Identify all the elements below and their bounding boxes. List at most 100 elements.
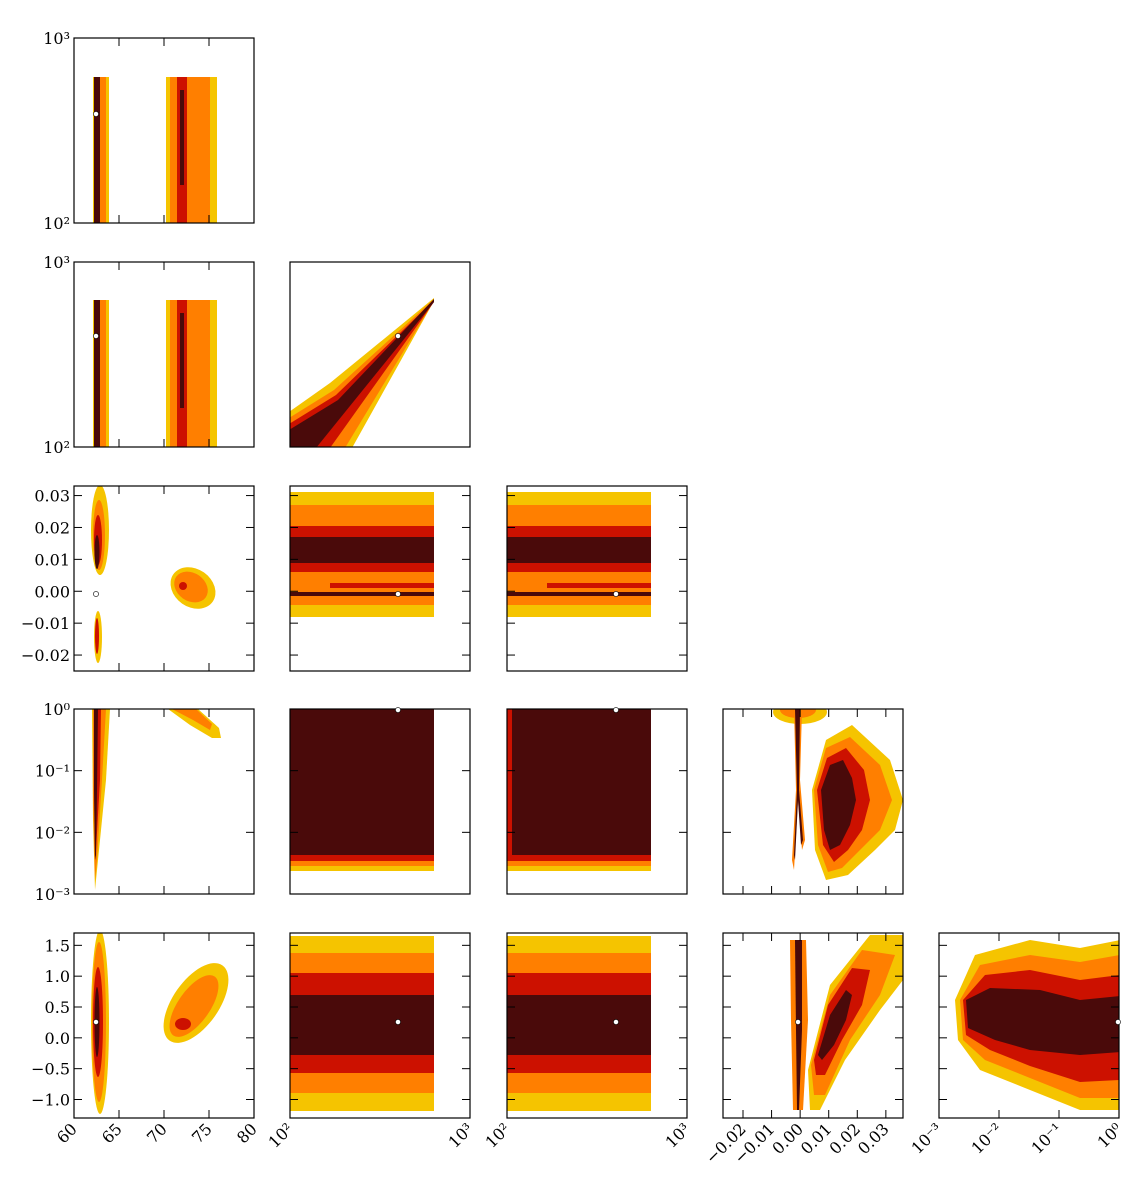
y-tick-label: 10² <box>43 214 70 233</box>
y-tick-label: 10³ <box>43 29 70 48</box>
density-region-l1 <box>818 990 852 1060</box>
y-tick-label: −0.02 <box>21 646 70 665</box>
y-tick-label: 10⁻² <box>35 823 70 842</box>
best-fit-point <box>613 591 619 597</box>
density-region-l1 <box>94 77 100 223</box>
frame-r3-c3 <box>722 708 904 895</box>
frame-r4-c2 <box>506 932 688 1119</box>
x-tick-label: 80 <box>233 1119 261 1147</box>
panel-r4-c0 <box>91 933 229 1114</box>
y-tick-label: 0.03 <box>34 487 70 506</box>
density-region-l1 <box>290 592 434 596</box>
frame-r4-c4 <box>938 932 1120 1119</box>
panel-r3-c2 <box>507 709 651 871</box>
density-region-l1 <box>290 299 434 447</box>
best-fit-point <box>395 1019 401 1025</box>
y-tick-label: 0.01 <box>34 550 70 569</box>
density-region-l1 <box>290 995 434 1055</box>
density-region-l1 <box>180 313 184 408</box>
frame-r4-c3 <box>722 932 904 1119</box>
frame-r3-c1 <box>289 708 471 895</box>
panel-r3-c1 <box>290 709 434 871</box>
x-tick-label: 10⁻³ <box>907 1119 945 1157</box>
best-fit-point <box>395 333 401 339</box>
best-fit-point <box>613 1019 619 1025</box>
frame-r1-c1 <box>289 261 471 448</box>
y-tick-label: 10⁻³ <box>35 885 70 904</box>
y-tick-label: 0.02 <box>34 518 70 537</box>
y-tick-label: 1.5 <box>45 936 70 955</box>
y-tick-label: −0.5 <box>31 1060 70 1079</box>
x-tick-label: 60 <box>53 1119 81 1147</box>
frame-r3-c2 <box>506 708 688 895</box>
density-region-l1 <box>507 592 651 596</box>
x-tick-label: 70 <box>143 1119 171 1147</box>
best-fit-point <box>395 707 401 713</box>
best-fit-point <box>93 111 99 117</box>
panel-r4-c2 <box>507 936 651 1111</box>
density-region-l4 <box>168 709 221 738</box>
x-tick-label: 0.03 <box>854 1119 893 1158</box>
panel-r3-c0 <box>92 709 221 890</box>
density-region-l1 <box>180 90 184 185</box>
density-region-l1 <box>94 709 98 860</box>
x-tick-label: 10³ <box>661 1119 693 1151</box>
x-tick-label: 65 <box>98 1119 126 1147</box>
x-tick-label: 0.00 <box>768 1119 807 1158</box>
x-tick-label: 10⁻¹ <box>1027 1119 1065 1157</box>
best-fit-point <box>795 1019 801 1025</box>
panel-r2-c0 <box>91 486 216 663</box>
panel-r3-c3 <box>773 709 903 880</box>
best-fit-point <box>613 707 619 713</box>
y-tick-label: 0.0 <box>45 1029 70 1048</box>
density-region-l1 <box>94 535 100 569</box>
y-tick-label: 10² <box>43 438 70 457</box>
frame-r4-c1 <box>289 932 471 1119</box>
density-region-l3 <box>170 77 210 223</box>
axis-ticks <box>73 37 1120 1118</box>
panel-r2-c2 <box>507 492 651 617</box>
y-tick-label: 10⁰ <box>43 700 70 719</box>
density-region-l2 <box>179 582 187 590</box>
x-tick-label: 10⁻² <box>967 1119 1005 1157</box>
density-region-l2 <box>175 1018 191 1030</box>
density-region-l1 <box>290 709 434 855</box>
panel-r2-c1 <box>290 492 434 617</box>
panel-r4-c3 <box>790 935 903 1110</box>
density-region-l1 <box>94 300 100 447</box>
frame-r2-c1 <box>289 485 471 672</box>
best-fit-point <box>93 1019 99 1025</box>
x-tick-label: 10² <box>264 1119 296 1151</box>
best-fit-point <box>395 591 401 597</box>
panel-r0-c0 <box>93 77 217 223</box>
density-region-l1 <box>795 940 802 1110</box>
y-tick-label: 10⁻¹ <box>35 762 70 781</box>
y-tick-label: −0.01 <box>21 614 70 633</box>
x-tick-label: 75 <box>188 1119 216 1147</box>
best-fit-point <box>93 333 99 339</box>
best-fit-markers <box>93 111 1121 1025</box>
panel-r4-c4 <box>955 940 1119 1110</box>
frame-r2-c2 <box>506 485 688 672</box>
y-tick-label: 1.0 <box>45 967 70 986</box>
density-region-l1 <box>512 709 651 855</box>
panel-r1-c1 <box>290 298 434 447</box>
density-region-l2 <box>547 583 651 588</box>
x-tick-label: 0.01 <box>797 1119 836 1158</box>
panel-r1-c0 <box>93 300 217 447</box>
y-tick-label: 0.5 <box>45 998 70 1017</box>
density-region-l1 <box>290 537 434 563</box>
y-tick-label: −1.0 <box>31 1091 70 1110</box>
density-region-l1 <box>794 709 803 860</box>
density-region-l1 <box>507 995 651 1055</box>
best-fit-point <box>93 591 99 597</box>
x-tick-label: 0.02 <box>825 1119 864 1158</box>
panel-r4-c1 <box>290 936 434 1111</box>
density-region-l1 <box>821 760 856 850</box>
density-region-l3 <box>170 300 210 447</box>
density-region-l2 <box>330 583 434 588</box>
density-region-l2 <box>95 618 99 654</box>
x-tick-label: 10² <box>481 1119 513 1151</box>
y-tick-label: 10³ <box>43 253 70 272</box>
